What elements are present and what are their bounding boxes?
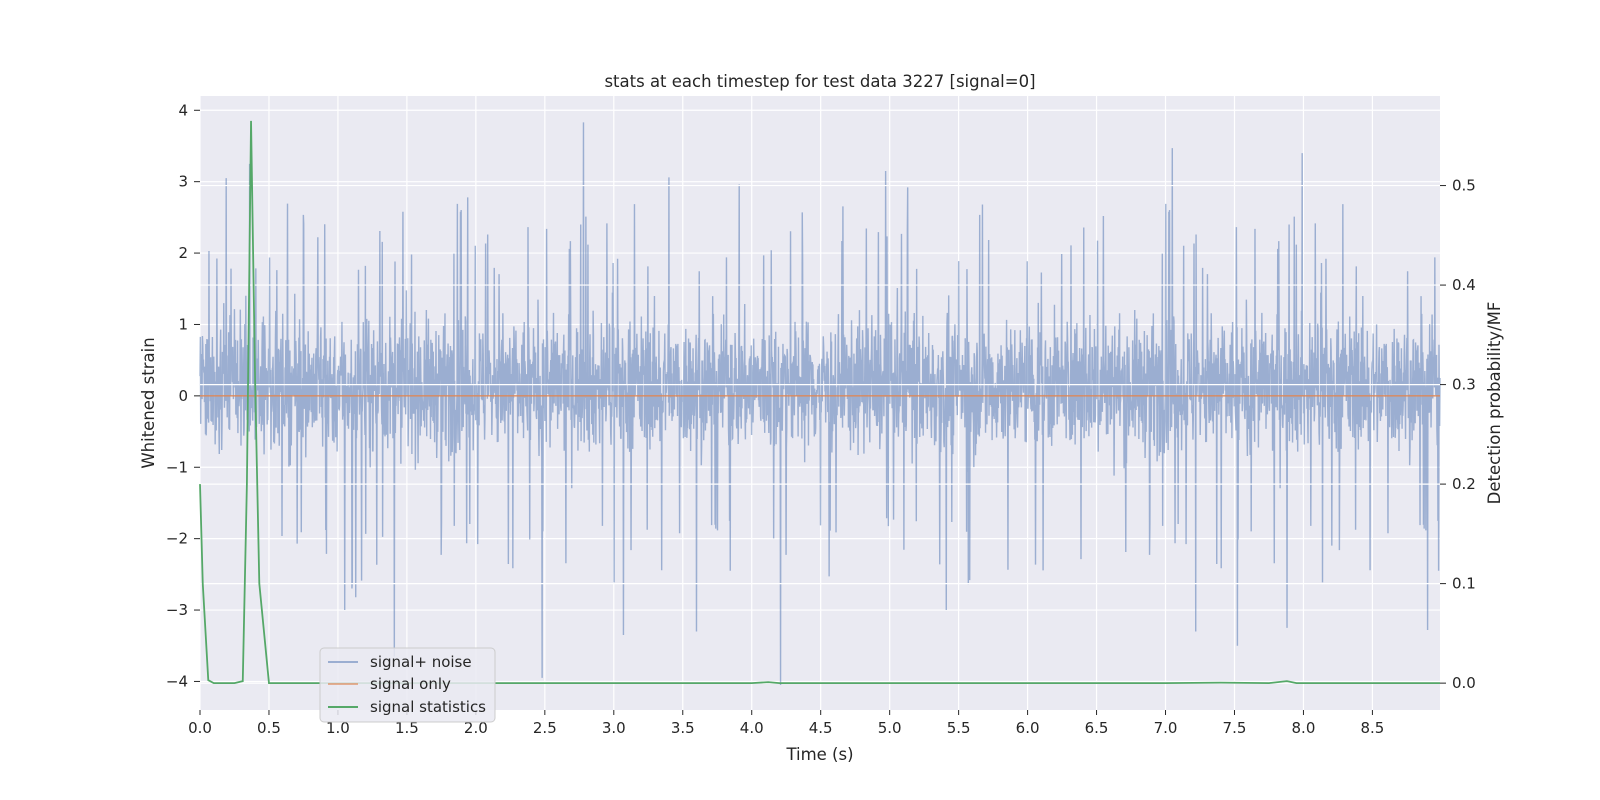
series-signal-noise [199, 122, 1441, 686]
y-tick-label: −2 [166, 530, 188, 548]
x-tick-label: 1.5 [395, 719, 419, 737]
x-tick-label: 2.5 [533, 719, 557, 737]
x-tick-label: 1.0 [326, 719, 350, 737]
y-tick-label: −4 [166, 672, 188, 690]
x-tick-label: 3.5 [671, 719, 695, 737]
y-axis-ticks: 4 3 2 1 0 −1 −2 −3 −4 [166, 101, 200, 690]
x-tick-label: 8.0 [1292, 719, 1316, 737]
legend-box [319, 647, 496, 723]
x-tick-label: 0.5 [257, 719, 281, 737]
y2-tick-label: 0.3 [1452, 376, 1476, 394]
y-axis-label: Whitened strain [139, 337, 158, 468]
y-tick-label: 3 [178, 173, 188, 191]
x-tick-label: 8.5 [1360, 719, 1384, 737]
x-tick-label: 3.0 [602, 719, 626, 737]
y-tick-label: −1 [166, 458, 188, 476]
y2-tick-label: 0.5 [1452, 177, 1476, 195]
x-tick-label: 2.0 [464, 719, 488, 737]
signal-noise-line [199, 122, 1441, 686]
x-axis-ticks: 0.0 0.5 1.0 1.5 2.0 2.5 3.0 3.5 4.0 4.5 5.0 5.5 6.0 6… [188, 710, 1384, 737]
x-tick-label: 5.0 [878, 719, 902, 737]
legend-label-signal-statistics: signal statistics [370, 698, 486, 716]
y-tick-label: 4 [178, 101, 188, 119]
x-tick-label: 6.5 [1085, 719, 1109, 737]
legend-label-signal-noise: signal+ noise [370, 653, 472, 671]
chart-title: stats at each timestep for test data 322… [604, 72, 1035, 91]
x-tick-label: 7.5 [1223, 719, 1247, 737]
x-tick-label: 0.0 [188, 719, 212, 737]
y2-axis-label: Detection probability/MF [1485, 302, 1504, 505]
y-tick-label: −3 [166, 601, 188, 619]
legend-label-signal-only: signal only [370, 675, 451, 693]
y2-tick-label: 0.0 [1452, 674, 1476, 692]
y-tick-label: 2 [178, 244, 188, 262]
x-axis-label: Time (s) [785, 745, 853, 764]
y2-tick-label: 0.4 [1452, 276, 1476, 294]
x-tick-label: 6.0 [1016, 719, 1040, 737]
y-tick-label: 0 [178, 387, 188, 405]
y2-axis-ticks: 0.5 0.4 0.3 0.2 0.1 0.0 [1440, 177, 1476, 692]
y2-tick-label: 0.1 [1452, 575, 1476, 593]
x-tick-label: 4.5 [809, 719, 833, 737]
y2-tick-label: 0.2 [1452, 475, 1476, 493]
x-tick-label: 4.0 [740, 719, 764, 737]
y-tick-label: 1 [178, 315, 188, 333]
legend: signal+ noise signal only signal statist… [319, 647, 496, 723]
x-tick-label: 7.0 [1154, 719, 1178, 737]
x-tick-label: 5.5 [947, 719, 971, 737]
